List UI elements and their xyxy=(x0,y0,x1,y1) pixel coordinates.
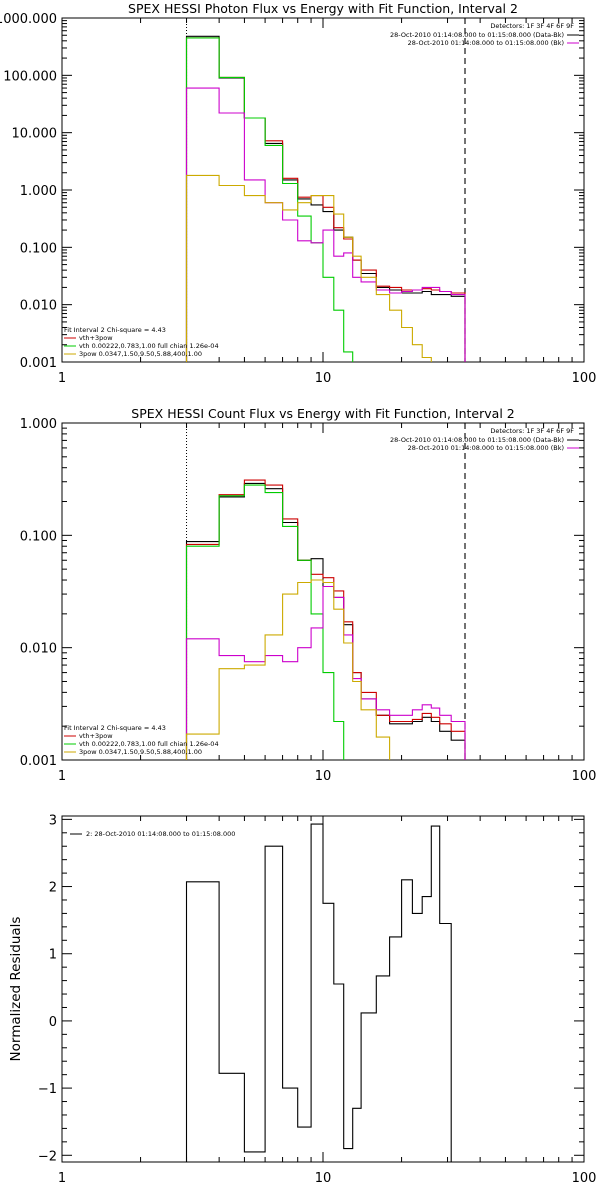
time-range-label: 28-Oct-2010 01:14:08.000 to 01:15:08.000… xyxy=(390,31,564,39)
x-tick-label: 10 xyxy=(315,1171,332,1186)
y-ticks xyxy=(62,818,584,1156)
y-tick-label: 0.001 xyxy=(20,754,57,769)
y-tick-label: −1 xyxy=(38,1082,57,1097)
x-tick-label: 1 xyxy=(58,1171,66,1186)
series-line-5 xyxy=(185,579,391,760)
y-ticks xyxy=(62,422,584,761)
y-tick-label: 0 xyxy=(49,1015,57,1030)
y-ticks xyxy=(62,17,584,363)
y-tick-label: 0.100 xyxy=(20,529,57,544)
x-ticks xyxy=(61,18,573,362)
series-line-4 xyxy=(185,585,466,760)
detectors-label: Detectors: 1F 3F 4F 6F 9F xyxy=(490,22,574,30)
series-line-1 xyxy=(185,35,466,362)
y-tick-label: 3 xyxy=(49,813,57,828)
chart-panel-3: 1 10 100 −2 −1 0 1 2 3 Normalized Residuals 2: 28-… xyxy=(8,813,596,1186)
x-tick-label: 10 xyxy=(315,371,332,386)
y-tick-label: 1.000 xyxy=(20,184,57,199)
legend-entry: vth+3pow xyxy=(79,732,113,740)
x-tick-label: 100 xyxy=(572,769,597,784)
legend-entry: 2: 28-Oct-2010 01:14:08.000 to 01:15:08.… xyxy=(86,830,235,838)
legend-entry: vth+3pow xyxy=(79,334,113,342)
series-line-1 xyxy=(185,482,466,760)
series-group xyxy=(185,823,452,1162)
series-line-1 xyxy=(185,823,452,1162)
x-tick-label: 10 xyxy=(315,769,332,784)
series-group xyxy=(185,35,466,362)
legend-entry: vth 0.00222,0.783,1.00 full chian 1.26e-… xyxy=(79,740,219,748)
y-tick-label: 0.100 xyxy=(20,241,57,256)
time-range-label: 28-Oct-2010 01:14:08.000 to 01:15:08.000… xyxy=(408,39,564,47)
x-tick-label: 1 xyxy=(58,371,66,386)
y-tick-label: 10.000 xyxy=(12,127,58,142)
chart-title: SPEX HESSI Photon Flux vs Energy with Fi… xyxy=(128,1,518,16)
y-tick-label: 1.000 xyxy=(20,417,57,432)
series-line-3 xyxy=(185,484,345,760)
y-tick-label: 0.010 xyxy=(20,299,57,314)
chart-panel-1: SPEX HESSI Photon Flux vs Energy with Fi… xyxy=(0,1,597,386)
series-line-3 xyxy=(185,37,354,362)
legend-entry: 3pow 0.0347,1.50,9.50,5.88,400,1.00 xyxy=(79,748,202,756)
y-tick-label: −2 xyxy=(38,1149,57,1164)
series-line-2 xyxy=(185,37,466,362)
y-tick-label: 2 xyxy=(49,881,57,896)
y-tick-label: 0.010 xyxy=(20,642,57,657)
x-ticks xyxy=(61,423,573,760)
x-tick-label: 100 xyxy=(572,371,597,386)
chart-panel-2: SPEX HESSI Count Flux vs Energy with Fit… xyxy=(20,406,597,784)
x-tick-label: 1 xyxy=(58,769,66,784)
y-axis-label: Normalized Residuals xyxy=(8,917,24,1062)
series-line-5 xyxy=(185,174,432,362)
x-tick-label: 100 xyxy=(572,1171,597,1186)
time-range-label: 28-Oct-2010 01:14:08.000 to 01:15:08.000… xyxy=(408,444,564,452)
detectors-label: Detectors: 1F 3F 4F 6F 9F xyxy=(490,427,574,435)
y-tick-label: 0.001 xyxy=(20,356,57,371)
legend-entry: 3pow 0.0347,1.50,9.50,5.88,400,1.00 xyxy=(79,350,202,358)
chart-title: SPEX HESSI Count Flux vs Energy with Fit… xyxy=(131,406,514,421)
series-line-4 xyxy=(185,87,466,362)
y-tick-label: 1 xyxy=(49,948,57,963)
legend-entry: Fit Interval 2 Chi-square = 4.43 xyxy=(64,724,166,732)
legend-entry: Fit Interval 2 Chi-square = 4.43 xyxy=(64,326,166,334)
x-ticks xyxy=(61,816,573,1162)
legend-entry: vth 0.00222,0.783,1.00 full chian 1.26e-… xyxy=(79,342,219,350)
y-tick-label: 1000.000 xyxy=(0,12,57,27)
plot-frame xyxy=(61,17,585,363)
y-tick-label: 100.000 xyxy=(3,69,57,84)
series-line-2 xyxy=(185,479,466,760)
time-range-label: 28-Oct-2010 01:14:08.000 to 01:15:08.000… xyxy=(390,436,564,444)
series-group xyxy=(185,479,466,760)
